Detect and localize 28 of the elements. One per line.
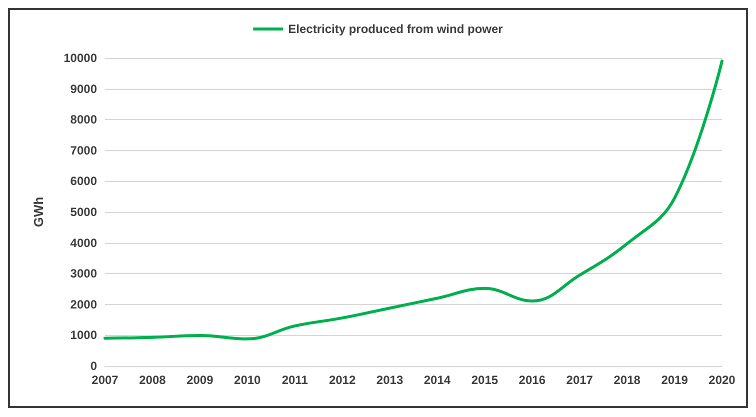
x-tick-label: 2010 bbox=[234, 373, 262, 387]
y-tick-label: 0 bbox=[90, 359, 98, 373]
y-tick-label: 4000 bbox=[70, 236, 98, 250]
y-tick-label: 2000 bbox=[70, 297, 98, 312]
x-tick-label: 2011 bbox=[282, 373, 308, 387]
y-tick-label: 1000 bbox=[70, 328, 98, 342]
x-tick-label: 2016 bbox=[518, 373, 546, 387]
x-tick-label: 2015 bbox=[471, 373, 498, 387]
y-tick-label: 3000 bbox=[70, 266, 98, 281]
x-tick-label: 2017 bbox=[566, 373, 594, 387]
x-tick-label: 2019 bbox=[661, 373, 688, 387]
legend-label: Electricity produced from wind power bbox=[288, 22, 504, 36]
y-tick-label: 8000 bbox=[70, 112, 98, 127]
y-tick-label: 9000 bbox=[70, 82, 98, 96]
x-tick-label: 2018 bbox=[614, 373, 641, 387]
x-tick-label: 2007 bbox=[92, 373, 119, 387]
y-tick-label: 7000 bbox=[70, 143, 98, 158]
x-tick-label: 2009 bbox=[186, 373, 214, 387]
x-tick-label: 2020 bbox=[708, 373, 736, 387]
y-tick-label: 5000 bbox=[70, 205, 98, 219]
y-tick-label: 6000 bbox=[70, 174, 98, 188]
x-tick-label: 2013 bbox=[376, 373, 404, 387]
x-tick-label: 2008 bbox=[139, 373, 166, 387]
line-series bbox=[104, 60, 724, 340]
y-axis-title: GWh bbox=[31, 196, 46, 228]
y-tick-label: 10000 bbox=[64, 51, 98, 65]
x-tick-label: 2012 bbox=[328, 373, 356, 387]
x-tick-label: 2014 bbox=[424, 373, 451, 387]
